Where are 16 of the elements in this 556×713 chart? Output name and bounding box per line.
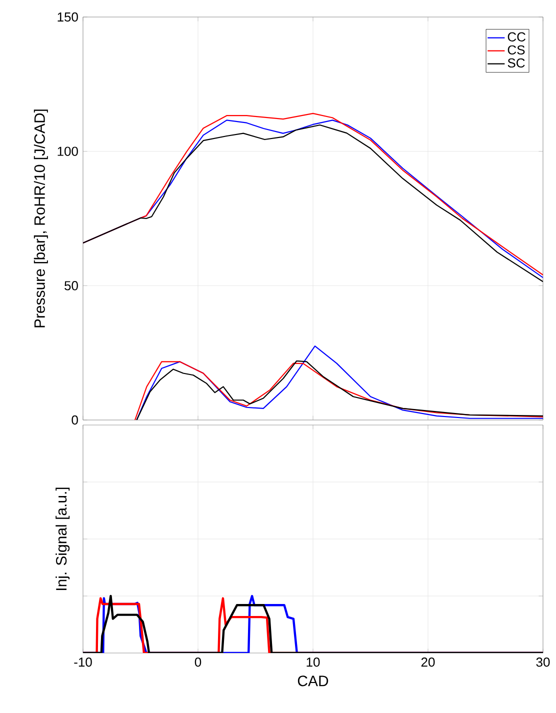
line-series <box>136 346 543 420</box>
x-tick-label: -10 <box>74 658 92 667</box>
x-tick-label: 0 <box>194 658 202 667</box>
y-axis-title: Pressure [bar], RoHR/10 [J/CAD] <box>34 110 48 328</box>
y-axis-title: Inj. Signal [a.u.] <box>56 488 70 590</box>
y-tick-label: 100 <box>58 146 78 156</box>
x-axis-title: CAD <box>298 676 328 686</box>
legend-label: CC <box>508 32 526 42</box>
legend-label: CS <box>508 45 525 55</box>
y-tick-label: 50 <box>64 281 78 290</box>
x-tick-label: 20 <box>421 658 435 667</box>
legend-label: SC <box>508 58 525 68</box>
y-tick-label: 150 <box>58 12 78 22</box>
x-tick-label: 30 <box>536 658 550 667</box>
x-tick-label: 10 <box>306 658 320 667</box>
y-tick-label: 0 <box>72 415 78 425</box>
